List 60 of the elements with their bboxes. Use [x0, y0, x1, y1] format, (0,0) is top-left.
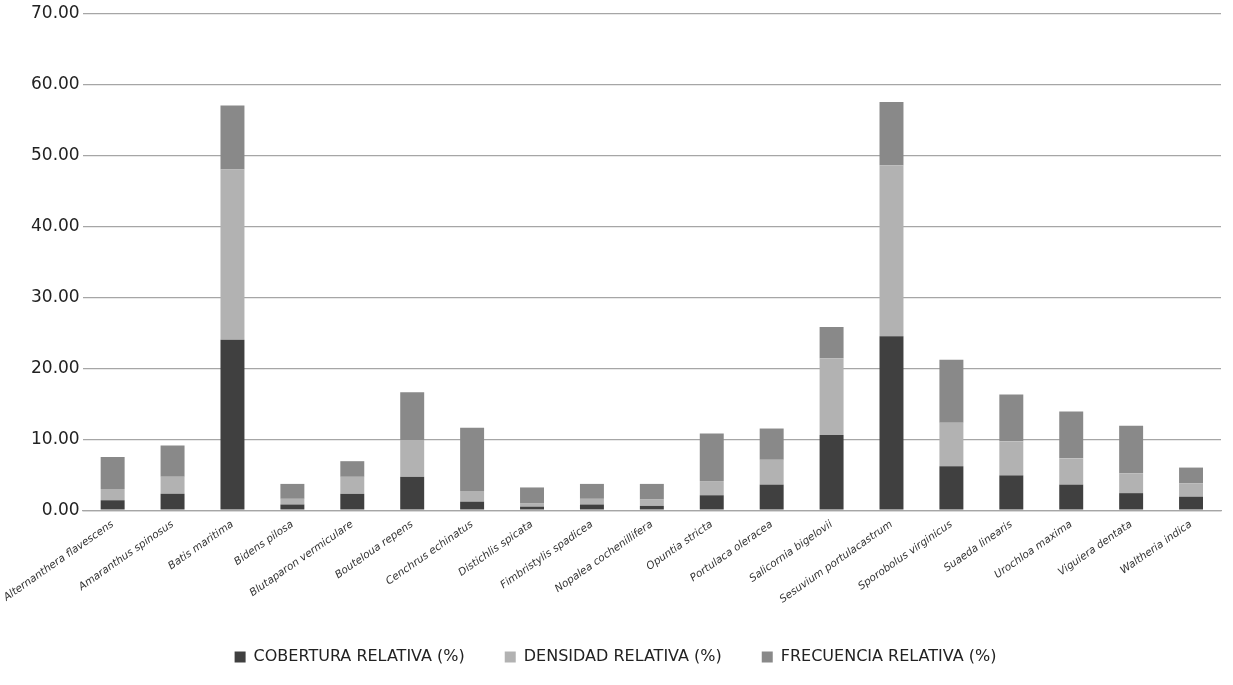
bar [400, 439, 425, 477]
bar [819, 434, 844, 510]
bar [1179, 483, 1204, 497]
bar [280, 504, 305, 510]
bar [520, 487, 545, 504]
bar [639, 483, 664, 500]
y-tick-label: 50.00 [31, 143, 80, 164]
bar [819, 327, 844, 359]
bar [939, 359, 964, 423]
bar [1179, 467, 1204, 484]
bar [999, 441, 1024, 476]
legend-label: DENSIDAD RELATIVA (%) [523, 646, 722, 666]
bar [340, 493, 365, 510]
bar [100, 456, 125, 489]
y-tick-label: 30.00 [31, 285, 80, 306]
y-tick-label: 40.00 [31, 214, 80, 235]
bar [160, 476, 185, 494]
bar [639, 505, 664, 510]
y-tick-label: 20.00 [31, 356, 80, 377]
bar [460, 491, 485, 502]
bar [699, 481, 724, 496]
bar [280, 483, 305, 499]
legend-label: COBERTURA RELATIVA (%) [253, 646, 465, 666]
bar [1179, 496, 1204, 510]
bar [1059, 411, 1084, 459]
bar [340, 461, 365, 477]
bar [460, 501, 485, 510]
bar [639, 499, 664, 506]
bar [759, 459, 784, 485]
bar [100, 500, 125, 510]
bar [699, 495, 724, 510]
bar [999, 475, 1024, 510]
bar [460, 427, 485, 492]
bar [340, 476, 365, 494]
bar [1059, 484, 1084, 510]
bar [160, 493, 185, 510]
bar [579, 483, 604, 499]
bar [699, 433, 724, 482]
bar [1059, 458, 1084, 485]
bar [879, 336, 904, 510]
y-tick-label: 70.00 [31, 1, 80, 22]
bar [160, 445, 185, 477]
bar [220, 105, 245, 170]
bar [579, 504, 604, 510]
bar [879, 101, 904, 166]
legend-label: FRECUENCIA RELATIVA (%) [780, 646, 997, 666]
y-tick-label: 10.00 [31, 427, 80, 448]
y-tick-label: 0.00 [41, 498, 80, 519]
y-tick-label: 60.00 [31, 72, 80, 93]
bar [939, 466, 964, 510]
bar [220, 339, 245, 510]
bar [100, 488, 125, 501]
bar [400, 476, 425, 510]
bar [1119, 473, 1144, 494]
bar [1119, 493, 1144, 510]
bar [999, 394, 1024, 442]
bar [759, 428, 784, 460]
bar [759, 484, 784, 510]
bar [1119, 425, 1144, 474]
bar [400, 392, 425, 440]
